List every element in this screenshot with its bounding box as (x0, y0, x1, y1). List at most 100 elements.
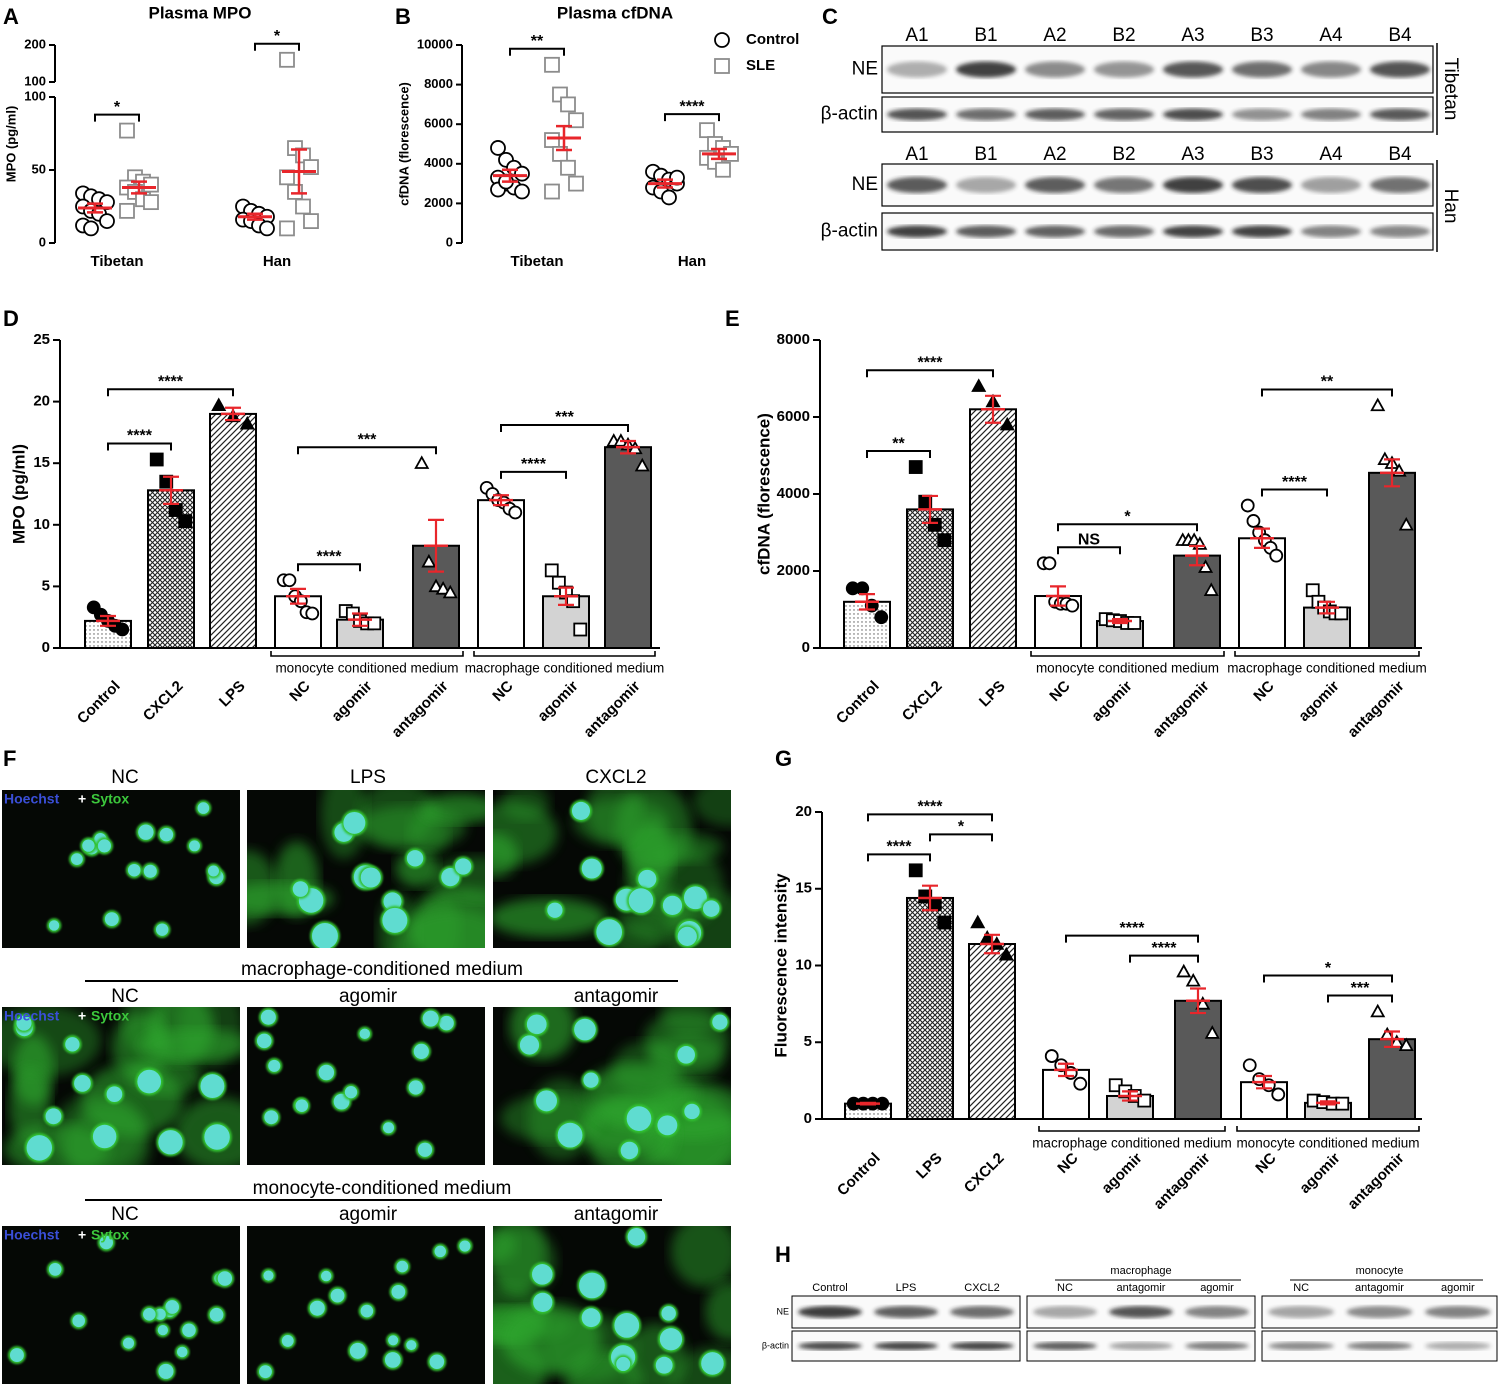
nucleus (579, 1272, 605, 1299)
block-title: macrophage (1110, 1265, 1171, 1277)
x-tick-label: LPS (976, 678, 1009, 711)
data-point (544, 563, 559, 578)
y-axis-label: cfDNA (florescence) (754, 413, 773, 575)
micrograph-content (500, 1007, 731, 1165)
blot-band (1025, 177, 1085, 193)
error-bar (711, 147, 727, 161)
y-axis-label: Fluorescence intensity (771, 873, 790, 1058)
nucleus (259, 1365, 272, 1379)
nucleus (106, 1086, 123, 1103)
stain-label: Hoechst (4, 791, 60, 807)
micrograph-content (7, 1233, 235, 1381)
micrograph-content (2, 1007, 240, 1165)
nucleus (547, 902, 563, 918)
x-tick-label: Tibetan (510, 253, 563, 270)
significance-bracket (500, 470, 567, 479)
y-tick-label: 8000 (777, 331, 810, 348)
group-line (1038, 1126, 1226, 1132)
data-point (1073, 1076, 1088, 1091)
blot-band (1370, 108, 1430, 121)
lane-label: B4 (1388, 25, 1412, 46)
group-label: macrophage conditioned medium (465, 661, 665, 676)
x-tick-label: NC (286, 678, 313, 705)
data-point (979, 930, 995, 944)
group-line (270, 651, 464, 657)
nucleus (583, 1072, 599, 1088)
x-tick-label: agomir (1296, 1150, 1343, 1197)
nucleus (459, 1240, 471, 1252)
blot-band (887, 61, 947, 78)
x-tick-label: Tibetan (90, 253, 143, 270)
x-tick-label: Han (263, 253, 291, 270)
bar (1368, 471, 1416, 650)
data-point (143, 176, 159, 193)
nucleus (383, 892, 402, 911)
data-point (715, 161, 731, 178)
stain-label: Sytox (91, 791, 129, 807)
lane-label: agomir (1441, 1282, 1475, 1294)
group-label: macrophage conditioned medium (1227, 661, 1427, 676)
legend-marker (714, 32, 730, 48)
error-bar (1254, 527, 1270, 549)
significance-label: * (1325, 960, 1332, 977)
nucleus (72, 1314, 85, 1328)
x-tick-label: agomir (328, 678, 375, 725)
nucleus (455, 858, 472, 875)
micrograph-content (247, 790, 485, 948)
nucleus (581, 858, 602, 879)
data-point (1042, 556, 1057, 571)
panel-letter: C (822, 4, 838, 29)
x-tick-label: LPS (216, 678, 249, 711)
nucleus (26, 1135, 53, 1161)
bar (1173, 554, 1221, 649)
significance-bracket (1057, 546, 1121, 555)
blot-band (1033, 1306, 1097, 1318)
blot-band (1109, 1306, 1173, 1318)
lane-label: antagomir (1117, 1282, 1166, 1294)
nucleus (158, 1130, 183, 1155)
lane-label: A3 (1181, 144, 1204, 165)
error-bar (620, 439, 636, 455)
blot-band (1094, 177, 1154, 193)
data-point (1398, 516, 1414, 531)
group-label: macrophage conditioned medium (1032, 1136, 1232, 1151)
nucleus (628, 888, 654, 913)
data-point (414, 455, 430, 469)
x-tick-label: Han (678, 253, 706, 270)
stain-label: Hoechst (4, 1008, 60, 1024)
x-tick-label: agomir (1295, 678, 1342, 725)
nucleus (677, 1046, 695, 1064)
nucleus (677, 926, 697, 947)
data-point (99, 213, 115, 230)
lane-label: NC (1057, 1282, 1073, 1294)
x-tick-label: antagomir (1344, 678, 1407, 741)
data-point (178, 514, 193, 529)
image-label: NC (111, 1204, 138, 1225)
blot-band (1424, 1306, 1491, 1318)
nucleus (406, 850, 424, 867)
blot-band (1109, 1342, 1173, 1350)
y-tick-label: 0 (42, 639, 50, 656)
blot-band (1232, 108, 1292, 121)
nucleus (702, 900, 720, 917)
error-bar (556, 124, 572, 152)
blot-band (1301, 177, 1361, 193)
micrograph-content (46, 800, 226, 938)
lane-label: A2 (1043, 25, 1066, 46)
significance-bracket (500, 424, 629, 433)
error-bar (558, 586, 574, 606)
group-line (1236, 1126, 1420, 1132)
nucleus (263, 1270, 274, 1281)
error-bar (290, 587, 306, 605)
nucleus (264, 1110, 279, 1125)
panel-letter: D (3, 306, 19, 331)
blot-band (1033, 1342, 1097, 1350)
blot-band (1232, 61, 1292, 78)
micrograph (2, 790, 240, 948)
lane-label: B4 (1388, 144, 1412, 165)
error-bar (1190, 987, 1206, 1015)
group-label: monocyte conditioned medium (275, 661, 458, 676)
nucleus (434, 1245, 446, 1258)
error-bar (1189, 544, 1205, 567)
nucleus (655, 1356, 673, 1374)
